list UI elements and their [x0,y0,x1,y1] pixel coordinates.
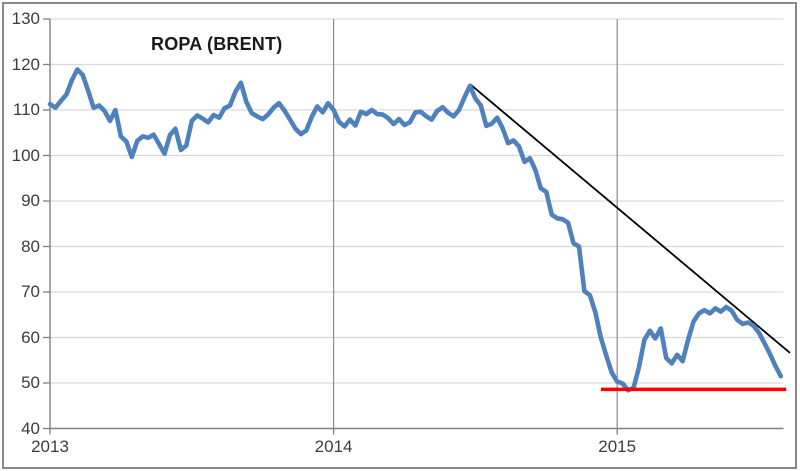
y-axis-label-130: 130 [11,9,40,28]
y-axis-label-40: 40 [21,418,40,438]
y-axis-label-70: 70 [21,282,40,301]
y-axis-label-90: 90 [21,191,40,210]
chart-title: ROPA (BRENT) [151,34,283,54]
x-axis-label-2015: 2015 [598,437,637,456]
y-axis-label-120: 120 [11,54,40,74]
y-axis-label-100: 100 [11,145,40,165]
y-axis-label-110: 110 [12,100,40,119]
y-axis-label-80: 80 [21,236,40,256]
trendline [469,83,791,354]
brent-series-line [47,67,784,393]
x-axis-label-2013: 2013 [31,437,69,456]
y-axis-label-50: 50 [21,373,40,392]
y-axis-label-60: 60 [21,327,40,347]
x-axis-label-2014: 2014 [314,437,353,456]
